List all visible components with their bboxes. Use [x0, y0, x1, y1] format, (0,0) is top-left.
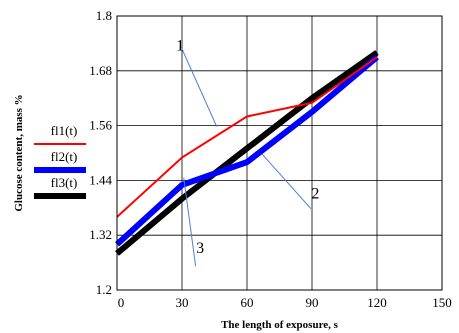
- series-callouts: 1 2 3: [176, 38, 319, 267]
- series-line-2: [114, 54, 379, 247]
- callout-label-2: 2: [311, 186, 319, 203]
- series-line-1: [116, 56, 378, 218]
- x-tick-label: 90: [306, 295, 319, 310]
- legend-label-2: fl2(t): [51, 149, 78, 164]
- plot-frame: [116, 15, 443, 291]
- callout-leader-2: [261, 153, 312, 210]
- x-tick-label: 60: [241, 295, 254, 310]
- x-axis-title: The length of exposure, s: [221, 319, 339, 331]
- legend-label-3: fl3(t): [51, 175, 78, 190]
- legend-label-1: fl1(t): [51, 123, 78, 138]
- x-tick-label: 0: [118, 295, 125, 310]
- x-tick-label: 120: [367, 295, 387, 310]
- tick-labels: 0 30 60 90 120 150 1.2 1.32 1.44 1.56 1.68 1.8: [89, 8, 452, 310]
- y-tick-label: 1.8: [96, 8, 112, 23]
- y-tick-label: 1.2: [96, 282, 112, 297]
- callout-label-1: 1: [176, 38, 184, 55]
- y-tick-label: 1.68: [89, 63, 112, 78]
- callout-leader-1: [180, 46, 218, 127]
- legend: fl1(t) fl2(t) fl3(t): [34, 123, 86, 199]
- y-tick-label: 1.56: [89, 118, 112, 133]
- series-lines: [114, 50, 379, 256]
- y-tick-label: 1.44: [89, 172, 112, 187]
- callout-label-3: 3: [196, 240, 204, 257]
- y-axis-title: Glucose content, mass %: [13, 94, 25, 211]
- series-line-3: [115, 50, 379, 256]
- grid: [117, 16, 442, 290]
- x-tick-label: 30: [176, 295, 189, 310]
- y-tick-label: 1.32: [89, 227, 112, 242]
- x-tick-label: 150: [432, 295, 452, 310]
- callout-leader-3: [183, 177, 197, 267]
